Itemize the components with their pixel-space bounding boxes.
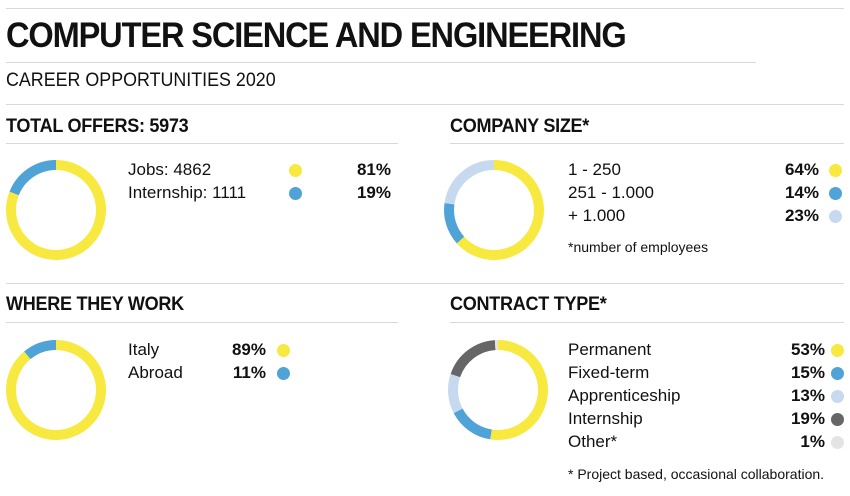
legend-dot-internship	[289, 187, 302, 200]
legend-value-abroad: 11%	[232, 363, 266, 382]
where-they-work-divider	[6, 322, 398, 323]
where-they-work-donut	[6, 340, 106, 440]
legend-value-internship: 19%	[356, 183, 391, 202]
legend-value-jobs: 81%	[356, 160, 391, 179]
page-subtitle: CAREER OPPORTUNITIES 2020	[6, 70, 276, 91]
legend-dot-abroad	[277, 367, 290, 380]
legend-value-italy: 89%	[231, 340, 266, 359]
contract-type-divider	[450, 322, 844, 323]
legend-label-apprenticeship: Apprenticeship	[568, 386, 681, 405]
title-divider	[6, 62, 756, 63]
company-size-divider	[450, 143, 844, 144]
donut-slice-jobs-4862	[6, 160, 106, 260]
donut-slice-internship-1111	[9, 160, 57, 196]
legend-dot-other	[831, 436, 844, 449]
legend-label-size-large: + 1.000	[568, 206, 626, 225]
legend-dot-size-large	[829, 210, 842, 223]
legend-label-size-medium: 251 - 1.000	[568, 183, 655, 202]
donut-slice-abroad	[24, 340, 57, 360]
legend-label-italy: Italy	[128, 340, 160, 359]
donut-slice-251-1-000	[444, 203, 465, 244]
company-size-note: *number of employees	[568, 239, 709, 255]
total-offers-title: TOTAL OFFERS: 5973	[6, 116, 189, 137]
donut-slice-italy	[6, 340, 106, 440]
legend-value-size-small: 64%	[784, 160, 819, 179]
contract-type-donut	[448, 340, 548, 440]
legend-value-internship-contract: 19%	[790, 409, 825, 428]
company-size-donut	[444, 160, 544, 260]
middle-divider	[6, 283, 844, 284]
contract-type-title: CONTRACT TYPE*	[450, 294, 607, 315]
company-size-title: COMPANY SIZE*	[450, 116, 590, 137]
legend-dot-fixed-term	[831, 367, 844, 380]
donut-slice-permanent	[490, 340, 548, 440]
legend-label-internship-contract: Internship	[568, 409, 643, 428]
donut-slice-1-250	[456, 160, 544, 260]
legend-value-other: 1%	[800, 432, 825, 451]
donut-slice-internship	[450, 340, 496, 378]
legend-dot-italy	[277, 344, 290, 357]
legend-label-size-small: 1 - 250	[568, 160, 621, 179]
legend-dot-jobs	[289, 164, 302, 177]
legend-label-jobs: Jobs: 4862	[128, 160, 212, 179]
legend-dot-permanent	[831, 344, 844, 357]
legend-label-other: Other*	[568, 432, 618, 451]
legend-dot-apprenticeship	[831, 390, 844, 403]
total-offers-donut	[6, 160, 106, 260]
donut-slice-fixed-term	[453, 408, 493, 440]
donut-slice-1-000	[444, 160, 495, 205]
legend-dot-size-small	[829, 164, 842, 177]
legend-label-abroad: Abroad	[128, 363, 183, 382]
total-offers-divider	[6, 143, 398, 144]
legend-label-internship: Internship: 1111	[128, 183, 247, 202]
legend-label-fixed-term: Fixed-term	[568, 363, 650, 382]
legend-value-size-medium: 14%	[784, 183, 819, 202]
legend-value-apprenticeship: 13%	[790, 386, 825, 405]
legend-dot-size-medium	[829, 187, 842, 200]
where-they-work-title: WHERE THEY WORK	[6, 294, 184, 315]
legend-value-permanent: 53%	[790, 340, 825, 359]
top-divider	[6, 8, 844, 9]
legend-label-permanent: Permanent	[568, 340, 652, 359]
donut-slice-apprenticeship	[448, 373, 463, 414]
contract-type-note: * Project based, occasional collaboratio…	[568, 466, 825, 482]
legend-value-fixed-term: 15%	[790, 363, 825, 382]
legend-dot-internship-contract	[831, 413, 844, 426]
subtitle-divider	[6, 104, 844, 105]
legend-value-size-large: 23%	[784, 206, 819, 225]
page-title: COMPUTER SCIENCE AND ENGINEERING	[6, 16, 627, 55]
